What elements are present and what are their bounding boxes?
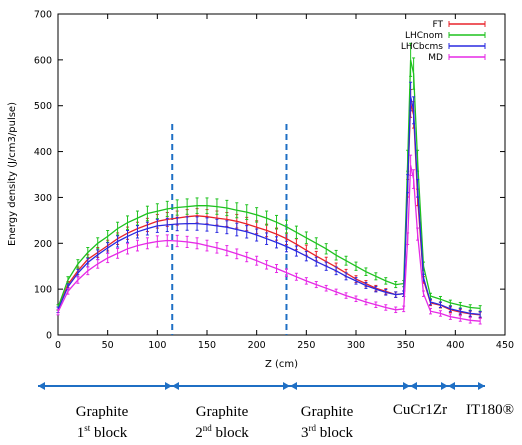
x-tick-label: 200 [248, 340, 266, 351]
y-tick-label: 200 [34, 239, 52, 250]
arrow-head [290, 382, 297, 390]
region-label-4: CuCr1Zr [393, 402, 447, 418]
series-line-LHCbcms [57, 96, 481, 316]
arrow-head [38, 382, 45, 390]
legend-label-LHCbcms: LHCbcms [401, 42, 443, 52]
region-label-2-sub: 2nd block [195, 423, 249, 441]
x-tick-label: 50 [102, 340, 114, 351]
region-label-1-sub: 1st block [77, 423, 128, 441]
x-tick-label: 100 [148, 340, 166, 351]
series-line-LHCnom [57, 59, 481, 310]
plot-frame [57, 13, 506, 336]
block-boundary-markers [171, 124, 288, 335]
series-layer [56, 42, 482, 325]
arrow-head [172, 382, 179, 390]
x-tick-label: 300 [347, 340, 365, 351]
y-tick-label: 0 [46, 331, 52, 342]
x-tick-label: 0 [55, 340, 61, 351]
region-label-2: Graphite [196, 404, 249, 420]
x-tick-label: 250 [297, 340, 315, 351]
y-tick-label: 100 [34, 285, 52, 296]
y-tick-label: 500 [34, 101, 52, 112]
region-label-3: Graphite [301, 404, 354, 420]
legend-label-MD: MD [428, 53, 443, 63]
x-axis-label: Z (cm) [265, 359, 298, 370]
series-FT [56, 89, 482, 319]
y-tick-label: 400 [34, 147, 52, 158]
arrow-head [478, 382, 485, 390]
arrow-head [448, 382, 455, 390]
series-line-MD [57, 165, 481, 322]
y-tick-label: 600 [34, 55, 52, 66]
legend-label-LHCnom: LHCnom [405, 31, 443, 41]
y-tick-label: 300 [34, 193, 52, 204]
series-LHCbcms [56, 81, 482, 318]
arrow-head [403, 382, 410, 390]
y-axis-label: Energy density (J/cm3/pulse) [7, 102, 18, 246]
arrow-head [283, 382, 290, 390]
arrow-head [165, 382, 172, 390]
region-label-5: IT180® [466, 402, 514, 418]
x-tick-label: 350 [397, 340, 415, 351]
arrow-head [441, 382, 448, 390]
region-label-3-sub: 3rd block [301, 423, 354, 441]
region-labels: Graphite 1st block Graphite 2nd block Gr… [76, 402, 514, 441]
x-tick-label: 150 [198, 340, 216, 351]
y-tick-label: 700 [34, 10, 52, 21]
x-tick-label: 400 [446, 340, 464, 351]
axis-ticks: 0 50 100 150 200 250 300 350 400 450 0 100 200 300 400… [34, 10, 514, 352]
region-arrows [38, 382, 485, 390]
series-MD [56, 154, 482, 325]
arrow-head [410, 382, 417, 390]
region-label-1: Graphite [76, 404, 129, 420]
x-tick-label: 450 [496, 340, 514, 351]
series-LHCnom [56, 42, 482, 312]
legend-label-FT: FT [432, 20, 443, 30]
